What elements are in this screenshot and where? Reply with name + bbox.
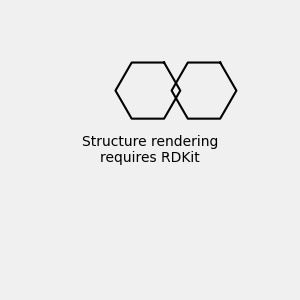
Text: Structure rendering
requires RDKit: Structure rendering requires RDKit	[82, 135, 218, 165]
